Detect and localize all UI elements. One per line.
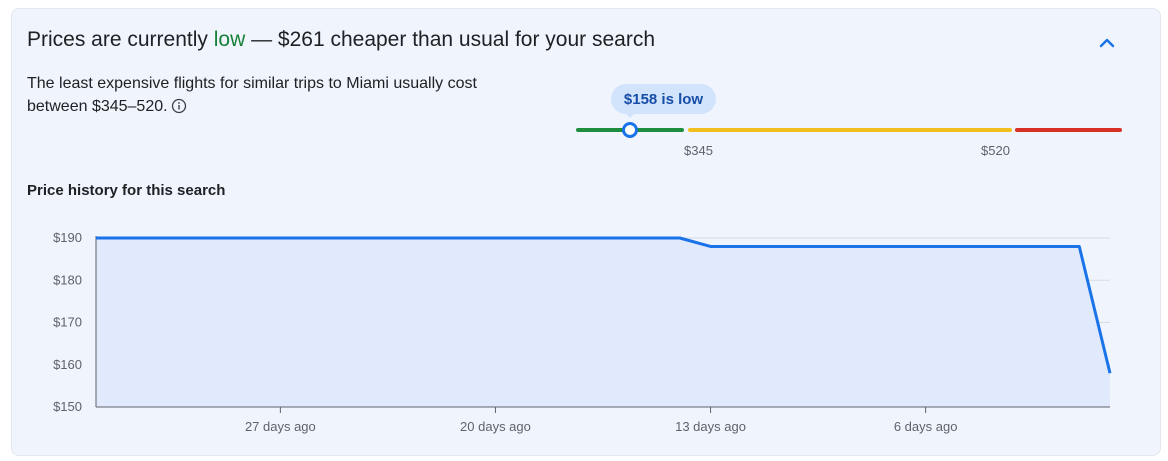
range-label-low-threshold: $345 (684, 143, 713, 158)
x-tick-label: 13 days ago (675, 419, 746, 434)
price-level-text: low (213, 28, 246, 51)
range-bar-high (1015, 128, 1122, 132)
range-bar-typical (688, 128, 1012, 132)
headline-prefix: Prices are currently (27, 28, 214, 51)
current-price-marker (622, 122, 638, 138)
price-area (96, 238, 1110, 407)
chevron-up-icon (1099, 38, 1115, 48)
price-line (96, 236, 1112, 374)
x-tick-label: 27 days ago (245, 419, 316, 434)
collapse-button[interactable] (1093, 29, 1121, 57)
price-description: The least expensive flights for similar … (27, 72, 477, 121)
price-headline: Prices are currently low — $261 cheaper … (27, 28, 655, 52)
y-tick-label: $150 (53, 399, 82, 414)
y-tick-label: $170 (53, 315, 82, 330)
y-tick-label: $190 (53, 230, 82, 245)
y-tick-label: $160 (53, 357, 82, 372)
x-tick-label: 20 days ago (460, 419, 531, 434)
price-bubble-tail (624, 112, 636, 118)
x-tick-label: 6 days ago (894, 419, 958, 434)
range-label-high-threshold: $520 (981, 143, 1010, 158)
info-icon[interactable] (171, 98, 187, 121)
description-text: The least expensive flights for similar … (27, 75, 477, 115)
y-tick-label: $180 (53, 272, 82, 287)
price-history-title: Price history for this search (27, 182, 226, 199)
price-bubble: $158 is low (611, 84, 716, 114)
headline-suffix: — $261 cheaper than usual for your searc… (245, 28, 655, 51)
